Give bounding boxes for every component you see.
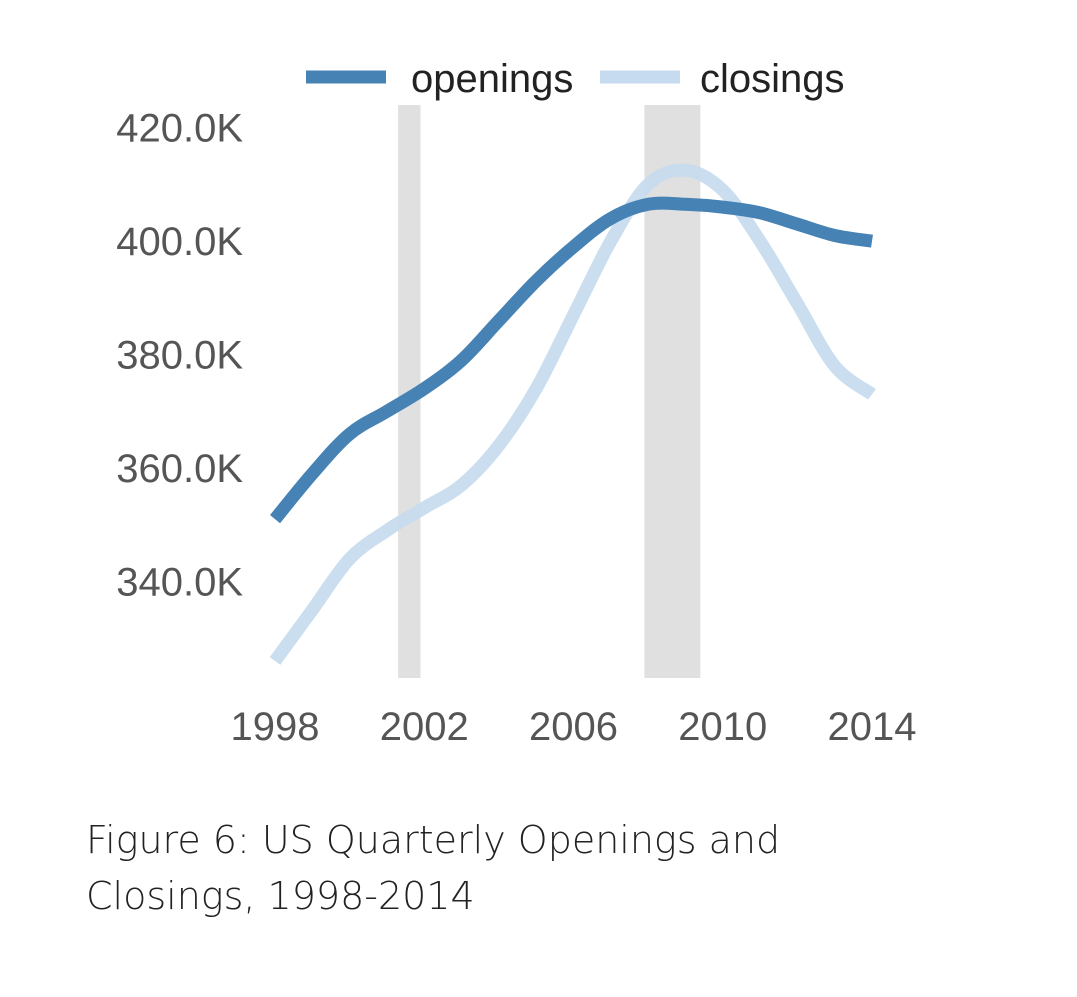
x-tick-label: 2010 xyxy=(678,705,767,749)
x-tick-label: 1998 xyxy=(231,705,320,749)
x-tick-label: 2006 xyxy=(529,705,618,749)
legend-label-closings: closings xyxy=(700,57,845,101)
x-tick-label: 2014 xyxy=(828,705,917,749)
series-line-openings xyxy=(269,196,873,524)
shaded-period-2 xyxy=(644,105,701,678)
y-tick-label: 360.0K xyxy=(116,447,243,491)
legend: openings closings xyxy=(306,57,845,101)
figure-caption: Figure 6: US Quarterly Openings and Clos… xyxy=(86,818,781,918)
x-tick-label: 2002 xyxy=(380,705,469,749)
y-tick-label: 400.0K xyxy=(116,220,243,264)
y-axis-ticks: 340.0K 360.0K 380.0K 400.0K 420.0K xyxy=(116,107,243,605)
y-tick-label: 420.0K xyxy=(116,107,243,151)
y-tick-label: 340.0K xyxy=(116,561,243,605)
y-tick-label: 380.0K xyxy=(116,334,243,378)
recession-shading xyxy=(398,105,701,678)
series-line-closings xyxy=(269,163,876,665)
x-axis-ticks: 1998 2002 2006 2010 2014 xyxy=(231,705,917,749)
series-lines xyxy=(269,163,876,665)
line-chart: 340.0K 360.0K 380.0K 400.0K 420.0K 1998 2002 2… xyxy=(116,57,917,749)
legend-label-openings: openings xyxy=(411,57,573,101)
